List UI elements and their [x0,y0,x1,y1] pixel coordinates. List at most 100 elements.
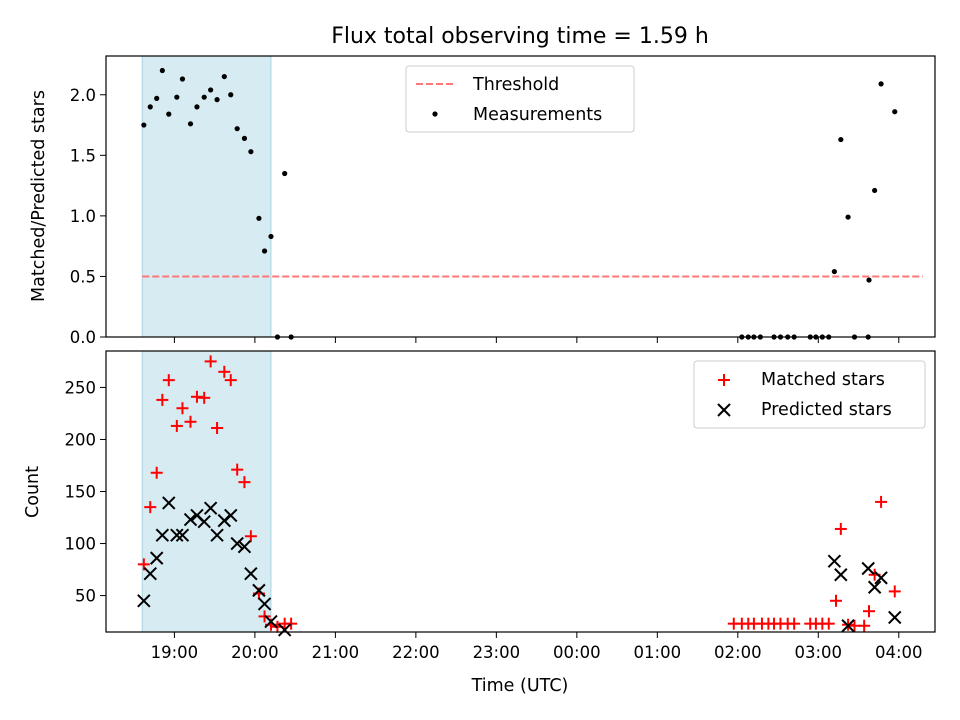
predicted-stars-point-b [841,619,855,633]
matched-stars-point [144,501,157,514]
predicted-stars-point [197,514,211,529]
top-legend: Threshold Measurements [405,65,635,133]
measurement-point [282,170,288,177]
predicted-stars-point-b [834,568,848,582]
top-y-axis-label: Matched/Predicted stars [29,90,49,302]
top-y-tick-label: 1.5 [70,146,96,165]
measurement-point [831,268,837,275]
predicted-stars-point [252,583,266,598]
predicted-stars-point-b [210,528,224,542]
x-tick-label: 00:00 [553,643,601,662]
predicted-stars-point [237,539,252,554]
measurement-point [179,76,186,82]
x-axis-label: Time (UTC) [471,676,569,696]
predicted-stars-point-b [874,571,888,585]
predicted-stars-point-b [237,539,252,554]
matched-stars-point [238,476,251,489]
matched-stars-point [218,365,231,378]
bottom-y-axis-label: Count [23,466,43,518]
top-y-tick-label: 0.0 [70,328,96,347]
measurement-point [845,214,851,220]
predicted-stars-point [264,614,278,629]
x-tick-label: 04:00 [875,643,923,662]
predicted-stars-point-b [190,508,204,523]
predicted-legend-marker [717,403,731,417]
top-y-tick-label: 0.5 [70,267,96,286]
predicted-stars-point [162,496,176,510]
measurement-point [838,136,844,143]
predicted-stars-point-b [149,551,164,565]
matched-stars-point [211,422,224,435]
matched-legend-marker [718,374,730,386]
x-tick-label: 20:00 [231,643,279,662]
measurement-point [141,122,147,128]
predicted-stars-point-b [183,512,198,527]
matched-stars-point [184,415,197,428]
predicted-stars-point-b [244,567,258,581]
predicted-stars-point [888,610,902,625]
measurement-point [261,248,268,254]
x-tick-label: 23:00 [473,643,521,662]
predicted-stars-point-b [861,561,875,576]
measurement-point [201,94,207,100]
x-tick-label: 01:00 [634,643,682,662]
matched-stars-point [875,495,888,508]
measurement-point [878,81,884,87]
measurement-point [174,94,180,100]
matched-stars-point [204,355,217,368]
matched-stars-point [863,605,876,618]
predicted-stars-point-b [277,623,292,637]
measurement-point [208,87,214,93]
matched-stars-point [231,463,244,476]
top-y-tick-label: 1.0 [70,207,96,226]
matched-legend-label: Matched stars [761,370,885,390]
bottom-y-tick-label: 250 [65,378,97,397]
predicted-stars-point-b [224,508,238,523]
predicted-stars-point [203,501,218,515]
measurements-legend-marker [432,111,438,117]
bottom-legend-box [693,360,926,429]
predicted-stars-point [230,536,244,551]
predicted-stars-point-b [155,528,170,542]
measurement-point [194,104,200,110]
predicted-stars-point [210,528,224,542]
matched-stars-point [176,402,189,415]
measurement-point [241,135,248,141]
measurement-point [892,109,898,115]
predicted-stars-point-b [888,610,902,625]
predicted-stars-point-b [257,597,272,611]
predicted-stars-point-b [137,594,151,608]
predicted-stars-point [244,567,258,581]
predicted-stars-point-b [230,536,244,551]
measurement-point [154,95,160,101]
x-tick-label: 21:00 [312,643,360,662]
top-shaded-interval [141,55,272,338]
measurement-point [221,73,227,80]
predicted-stars-point [874,571,888,585]
bottom-plot-frame [105,350,936,633]
threshold-legend-label: Threshold [472,75,559,95]
matched-stars-point [244,530,257,543]
top-plot-frame [105,55,936,338]
predicted-stars-point [149,551,164,565]
predicted-stars-point-b [252,583,266,598]
predicted-stars-point-b [197,514,211,529]
predicted-stars-point-b [162,496,176,510]
predicted-stars-point [137,594,151,608]
top-y-tick-label: 2.0 [70,86,96,105]
matched-stars-point [788,617,801,630]
predicted-stars-point [834,568,848,582]
matched-stars-point [822,617,835,630]
predicted-stars-point [183,512,198,527]
predicted-stars-point [155,528,170,542]
bottom-y-tick-label: 50 [75,587,96,606]
chart-title: Flux total observing time = 1.59 h [331,24,709,49]
measurement-point [187,121,194,127]
predicted-stars-point [867,580,882,594]
matched-stars-point [224,374,237,387]
matched-stars-point [190,390,203,403]
x-tick-label: 19:00 [151,643,199,662]
top-legend-box [405,65,635,133]
measurement-point [166,111,172,117]
